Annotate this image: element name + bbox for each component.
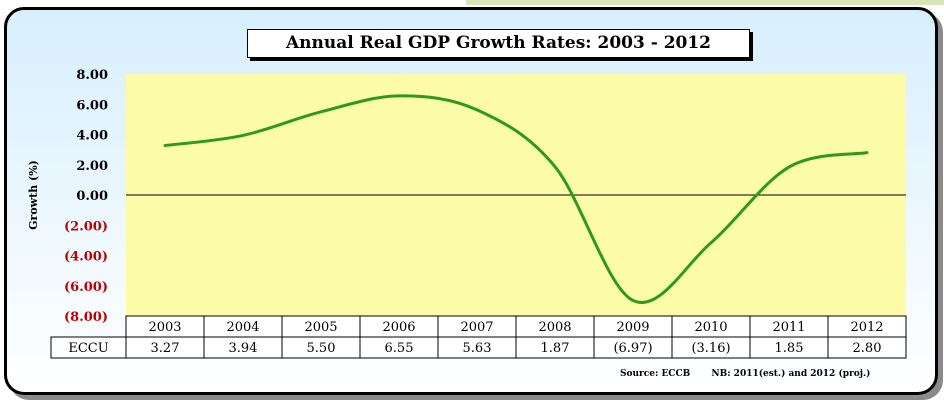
data-label: 5.50 <box>307 341 336 356</box>
data-table: ECCU 2003 3.27 2004 3.94 2005 5.50 2006 6.55 2007… <box>50 315 907 359</box>
x-tick-label: 2009 <box>616 320 649 335</box>
data-label: 3.94 <box>229 341 258 356</box>
y-tick-label: 2.00 <box>76 159 108 174</box>
x-tick-label: 2010 <box>694 320 727 335</box>
y-tick-label: (8.00) <box>64 310 108 325</box>
data-label: 1.87 <box>541 341 570 356</box>
y-axis-label: Growth (%) <box>27 160 40 230</box>
y-tick-label: (6.00) <box>64 280 108 295</box>
y-axis-ticks: 8.00 6.00 4.00 2.00 0.00 (2.00) (4.00) (6.00) (8… <box>64 68 108 325</box>
x-tick-label: 2007 <box>460 320 493 335</box>
series-line-eccu <box>163 94 869 304</box>
data-label: 3.27 <box>151 341 180 356</box>
table-value-row <box>50 336 907 359</box>
x-tick-label: 2004 <box>226 320 259 335</box>
y-tick-label: (4.00) <box>64 250 108 265</box>
y-tick-label: 8.00 <box>76 68 108 83</box>
chart-title: Annual Real GDP Growth Rates: 2003 - 201… <box>247 29 750 58</box>
y-tick-label: 6.00 <box>76 98 108 113</box>
x-tick-label: 2003 <box>148 320 181 335</box>
data-label: 1.85 <box>775 341 804 356</box>
series-name-label: ECCU <box>68 341 108 356</box>
y-tick-label: 0.00 <box>76 189 108 204</box>
x-tick-label: 2012 <box>850 320 883 335</box>
source-text: Source: ECCB <box>620 369 691 379</box>
data-label: 6.55 <box>385 341 414 356</box>
x-tick-label: 2005 <box>304 320 337 335</box>
data-label: (3.16) <box>691 341 730 356</box>
nb-text: NB: 2011(est.) and 2012 (proj.) <box>711 369 871 379</box>
top-accent-band <box>466 0 944 5</box>
source-note: Source: ECCB NB: 2011(est.) and 2012 (pr… <box>620 369 920 379</box>
y-tick-label: (2.00) <box>64 219 108 234</box>
x-tick-label: 2008 <box>538 320 571 335</box>
y-tick-label: 4.00 <box>76 129 108 144</box>
data-label: 2.80 <box>853 341 882 356</box>
data-label: (6.97) <box>613 341 652 356</box>
data-label: 5.63 <box>463 341 492 356</box>
x-tick-label: 2011 <box>772 320 805 335</box>
x-tick-label: 2006 <box>382 320 415 335</box>
